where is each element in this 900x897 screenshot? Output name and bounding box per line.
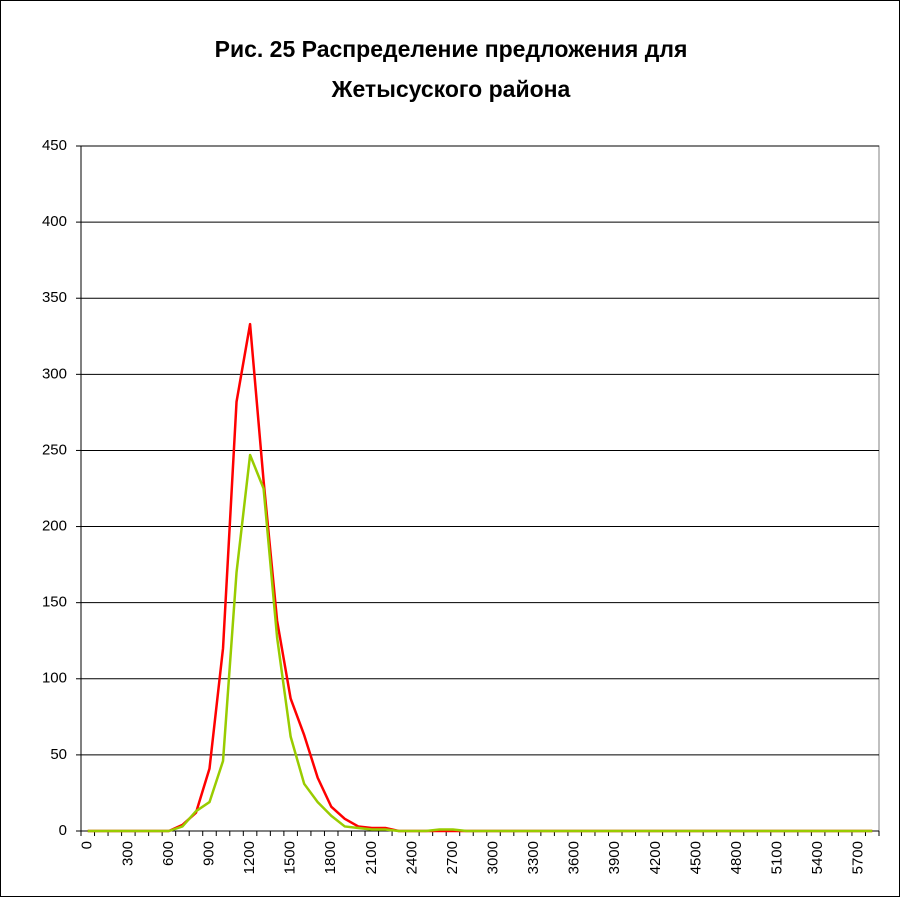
x-tick-label: 0 [79, 841, 96, 849]
x-tick-label: 900 [200, 841, 217, 866]
x-tick-label: 5700 [850, 841, 867, 874]
series-line [87, 453, 873, 833]
x-tick-label: 2400 [403, 841, 420, 874]
x-tick-label: 5400 [809, 841, 826, 874]
y-tick-label: 350 [42, 289, 67, 306]
x-tick-label: 3900 [606, 841, 623, 874]
y-tick-label: 400 [42, 213, 67, 230]
x-tick-label: 2100 [363, 841, 380, 874]
y-tick-label: 200 [42, 518, 67, 535]
plot-frame [80, 145, 880, 832]
x-tick-label: 3000 [484, 841, 501, 874]
x-tick-label: 300 [119, 841, 136, 866]
x-tick-label: 3300 [525, 841, 542, 874]
y-tick-label: 250 [42, 441, 67, 458]
x-tick-label: 600 [160, 841, 177, 866]
x-tick-label: 2700 [444, 841, 461, 874]
x-tick-label: 3600 [566, 841, 583, 874]
x-tick-label: 5100 [769, 841, 786, 874]
x-tick-label: 4800 [728, 841, 745, 874]
x-tick-label: 1800 [322, 841, 339, 874]
chart-title: Рис. 25 Распределение предложения для Же… [214, 36, 688, 102]
y-tick-label: 0 [59, 822, 67, 839]
x-tick-label: 1500 [282, 841, 299, 874]
y-tick-label: 100 [42, 670, 67, 687]
y-tick-label: 50 [50, 746, 67, 763]
y-tick-label: 450 [42, 137, 67, 154]
x-tick-label: 4200 [647, 841, 664, 874]
y-tick-label: 150 [42, 594, 67, 611]
x-tick-label: 1200 [241, 841, 258, 874]
y-tick-label: 300 [42, 365, 67, 382]
x-tick-label: 4500 [687, 841, 704, 874]
